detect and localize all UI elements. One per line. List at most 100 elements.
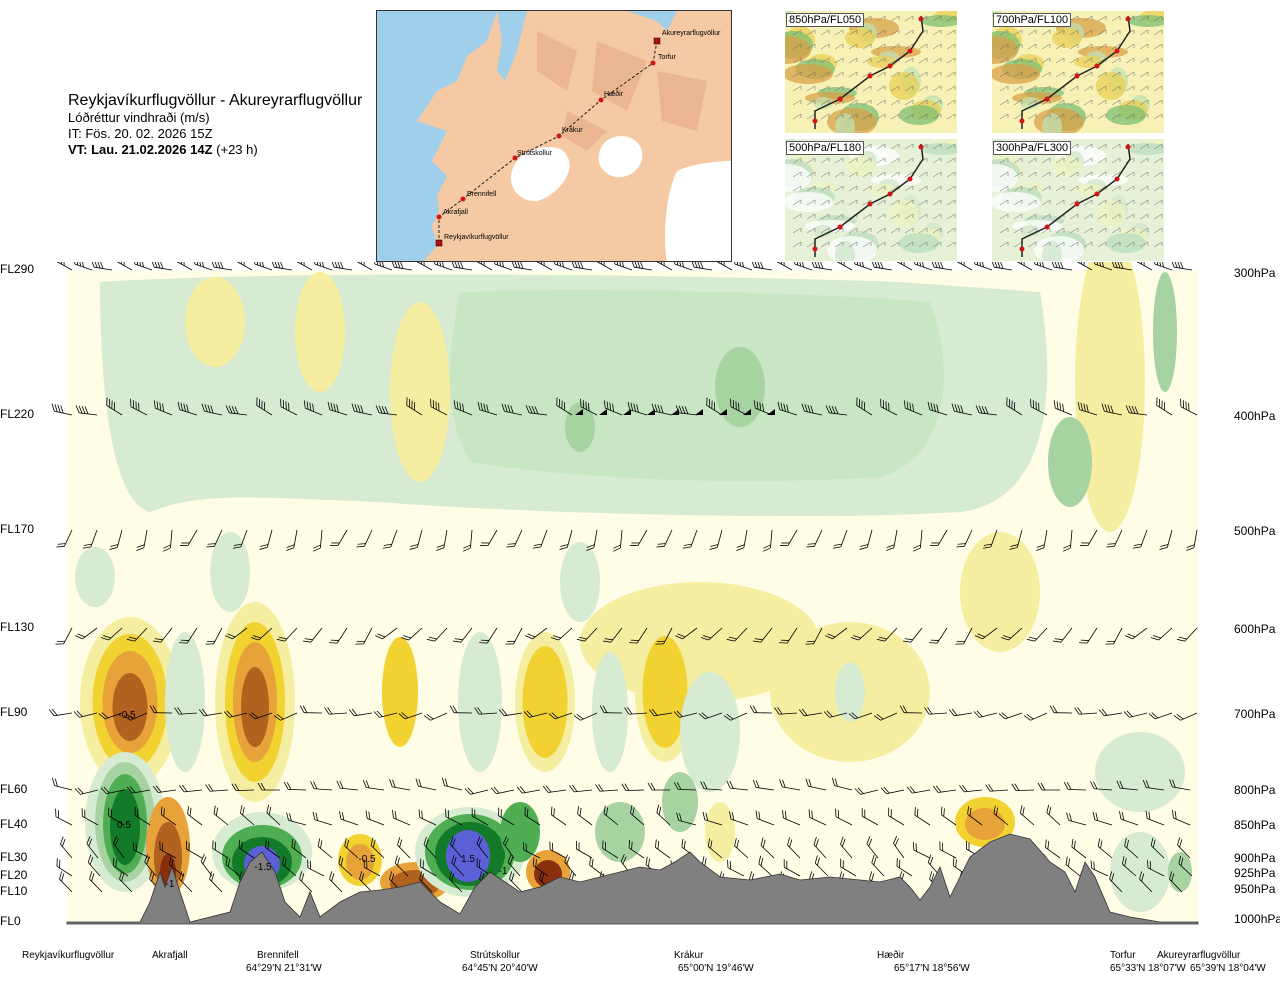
wind-barb	[599, 705, 623, 714]
wind-barb	[1079, 529, 1098, 546]
wind-barb	[462, 529, 473, 552]
wind-barb	[1178, 855, 1193, 877]
wind-barb	[397, 837, 411, 859]
bottom-waypoint-coord: 65°39'N 18°04'W	[1190, 963, 1266, 974]
wind-barb	[973, 710, 998, 718]
wind-barb	[896, 858, 913, 877]
wind-barb	[727, 859, 745, 877]
wind-pennant	[695, 409, 703, 415]
wind-barb	[1119, 811, 1139, 826]
wind-barb	[362, 779, 385, 791]
wind-barb	[265, 839, 281, 859]
wind-barb	[648, 708, 673, 717]
wind-barb	[1109, 871, 1123, 893]
level-map-thumbnail: 700hPa/FL100	[992, 11, 1164, 133]
wind-barb	[734, 837, 749, 859]
wind-barb	[248, 712, 273, 720]
wind-barb	[1122, 856, 1137, 877]
fjord-north	[627, 11, 677, 31]
contour-area	[965, 808, 1005, 840]
wind-barb	[132, 842, 151, 859]
wind-barb	[758, 855, 773, 877]
wind-barb	[553, 256, 573, 271]
wind-barb	[505, 627, 523, 645]
wind-barb	[475, 253, 493, 271]
wind-barb	[75, 405, 98, 416]
wind-barb	[570, 259, 593, 271]
wind-barb	[359, 871, 373, 893]
wind-barb	[647, 782, 670, 791]
wind-barb	[676, 812, 697, 826]
pressure-level-label: 950hPa	[1234, 882, 1276, 896]
wind-barb	[655, 627, 673, 645]
bottom-waypoint-name: Torfur	[1110, 950, 1136, 961]
wind-barb	[1150, 837, 1165, 859]
wind-barb	[798, 708, 823, 717]
bottom-waypoint-coord: 64°45'N 20°40'W	[462, 963, 538, 974]
wind-barb	[629, 529, 648, 546]
wind-barb	[871, 855, 885, 877]
wind-barb	[522, 842, 541, 859]
wind-barb	[452, 627, 473, 643]
wind-barb	[450, 836, 463, 859]
wind-barb	[912, 842, 931, 859]
contour-area	[662, 772, 698, 832]
wind-barb	[603, 400, 623, 416]
route-overview-map: Akureyrarflugvöllur Torfur Hæðir Krákur Strú…	[376, 10, 732, 262]
waypoint-marker	[556, 133, 562, 139]
level-map-label: 300hPa/FL300	[993, 141, 1072, 155]
wind-barb	[870, 259, 893, 271]
wind-barb	[179, 784, 203, 793]
wind-barb	[415, 778, 437, 791]
wind-barb	[1000, 627, 1023, 641]
wind-barb	[257, 782, 280, 791]
glacier-langjokull	[510, 146, 570, 202]
wind-barb	[373, 256, 393, 271]
wind-barb	[1132, 529, 1148, 549]
wind-barb	[1124, 837, 1139, 859]
wind-barb	[752, 627, 773, 643]
pressure-level-label: 700hPa	[1234, 707, 1276, 721]
route-waypoints	[435, 37, 661, 247]
wind-barb	[777, 401, 798, 416]
wind-barb	[624, 707, 648, 715]
wind-barb	[1150, 627, 1173, 641]
wind-barb	[238, 839, 255, 859]
wind-barb	[450, 259, 473, 271]
wind-pennant	[719, 409, 727, 415]
wind-pennant	[671, 409, 679, 415]
wind-barb	[89, 871, 103, 893]
wind-barb	[348, 708, 373, 717]
wind-barb	[775, 253, 793, 271]
wind-barb	[993, 805, 1009, 826]
wind-barb	[729, 811, 749, 826]
wind-barb	[774, 707, 798, 715]
wind-barb	[1037, 782, 1060, 791]
wind-barb	[749, 705, 773, 714]
pressure-level-label: 925hPa	[1234, 866, 1276, 880]
wind-barb	[198, 708, 223, 717]
wind-barb	[1123, 710, 1148, 718]
wind-barb	[1071, 838, 1087, 859]
wind-barb	[225, 627, 248, 640]
wind-barb	[880, 786, 905, 795]
wind-barb	[998, 712, 1023, 720]
level-map-label: 850hPa/FL050	[786, 13, 865, 27]
wind-barb	[231, 783, 255, 792]
bottom-waypoint-name: Strútskollur	[470, 950, 521, 961]
wind-barb	[445, 808, 463, 826]
bottom-waypoint-coord: 65°33'N 18°07'W	[1110, 963, 1186, 974]
wind-barb	[1106, 529, 1123, 548]
wind-barb	[1148, 712, 1173, 720]
wind-barb	[150, 259, 173, 271]
wind-barb	[109, 529, 123, 550]
wind-barb	[398, 712, 423, 720]
wind-barb	[1142, 779, 1165, 791]
contour-area	[390, 302, 450, 482]
wind-barb	[700, 781, 723, 791]
wind-pennant	[647, 409, 655, 415]
wind-barb	[556, 397, 573, 416]
wind-barb	[939, 841, 957, 859]
contour-area	[295, 272, 345, 392]
wind-barb	[1090, 781, 1113, 791]
